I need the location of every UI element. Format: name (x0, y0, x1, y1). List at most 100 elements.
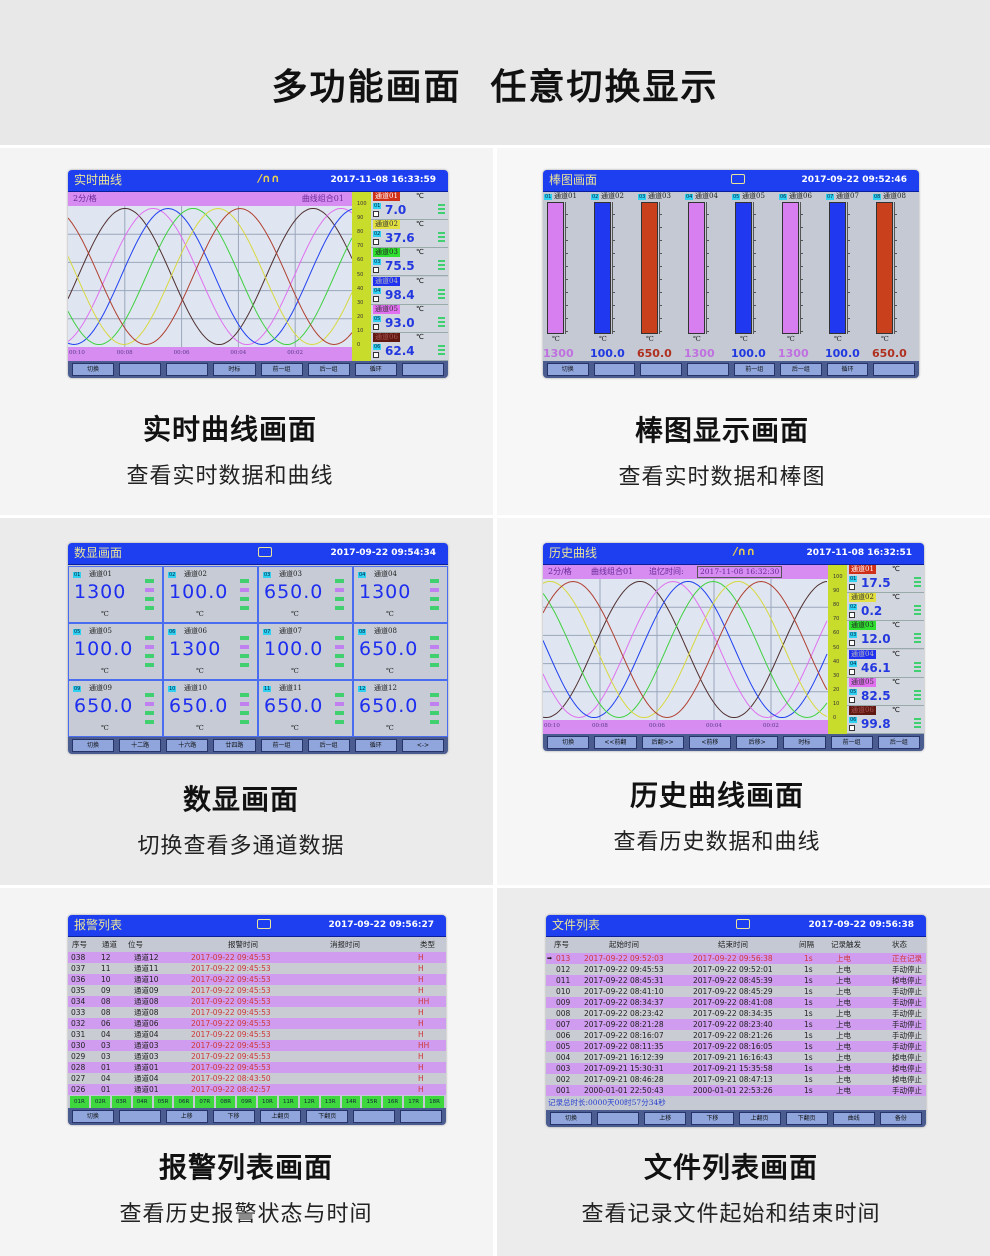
channel-row[interactable]: 通道04 ℃ 04 98.4 (371, 276, 448, 305)
table-row[interactable]: 004 2017-09-21 16:12:39 2017-09-21 16:16:4… (546, 1052, 926, 1063)
softkey-button-4[interactable]: 下移 (691, 1112, 734, 1125)
softkey-button-2[interactable] (119, 363, 162, 376)
channel-cell[interactable]: 01 通道01 1300 ℃ (68, 566, 163, 623)
channel-cell[interactable]: 02 通道02 100.0 ℃ (163, 566, 258, 623)
channel-row[interactable]: 通道05 ℃ 05 82.5 (847, 677, 924, 706)
softkey-button-4[interactable]: 时标 (213, 363, 256, 376)
table-row[interactable]: 011 2017-09-22 08:45:31 2017-09-22 08:45:3… (546, 975, 926, 986)
table-row[interactable]: 032 06 通道06 2017-09-22 09:45:53 H (68, 1018, 446, 1029)
table-row[interactable]: 001 2000-01-01 22:50:43 2000-01-01 22:53:2… (546, 1085, 926, 1096)
softkey-button-1[interactable]: 切换 (72, 363, 115, 376)
channel-row[interactable]: 通道06 ℃ 06 99.8 (847, 706, 924, 734)
softkey-button-3[interactable]: 后翻>> (641, 736, 684, 749)
softkey-button-5[interactable]: 前一组 (260, 739, 303, 752)
softkey-button-4[interactable] (686, 363, 729, 376)
table-row[interactable]: 009 2017-09-22 08:34:37 2017-09-22 08:41:0… (546, 997, 926, 1008)
softkey-button-8[interactable]: 后一组 (877, 736, 920, 749)
softkey-button-1[interactable]: 切换 (550, 1112, 593, 1125)
table-row[interactable]: 037 11 通道11 2017-09-22 09:45:53 H (68, 963, 446, 974)
table-row[interactable]: 007 2017-09-22 08:21:28 2017-09-22 08:23:4… (546, 1019, 926, 1030)
table-row[interactable]: 031 04 通道04 2017-09-22 09:45:53 H (68, 1029, 446, 1040)
table-row[interactable]: 003 2017-09-21 15:30:31 2017-09-21 15:35:5… (546, 1063, 926, 1074)
softkey-button-1[interactable]: 切换 (547, 363, 589, 376)
channel-checkbox[interactable] (373, 352, 379, 358)
channel-checkbox[interactable] (373, 295, 379, 302)
softkey-button-8[interactable] (873, 363, 915, 376)
channel-row[interactable]: 通道03 ℃ 03 12.0 (847, 621, 924, 650)
channel-row[interactable]: 通道02 ℃ 02 37.6 (371, 220, 448, 249)
channel-checkbox[interactable] (373, 323, 379, 330)
table-row[interactable]: 030 03 通道03 2017-09-22 09:45:53 HH (68, 1040, 446, 1051)
channel-checkbox[interactable] (849, 668, 855, 675)
channel-row[interactable]: 通道01 ℃ 01 7.0 (371, 192, 448, 220)
table-row[interactable]: 036 10 通道10 2017-09-22 09:45:53 H (68, 974, 446, 985)
softkey-button-1[interactable]: 切换 (72, 739, 115, 752)
softkey-button-7[interactable]: 循环 (354, 739, 397, 752)
table-row[interactable]: 027 04 通道04 2017-09-22 08:43:50 H (68, 1073, 446, 1084)
table-row[interactable]: 035 09 通道09 2017-09-22 09:45:53 H (68, 985, 446, 996)
channel-cell[interactable]: 05 通道05 100.0 ℃ (68, 623, 163, 680)
softkey-button-7[interactable]: 循环 (826, 363, 869, 376)
softkey-button-5[interactable]: 前一组 (260, 363, 303, 376)
softkey-button-1[interactable]: 切换 (547, 736, 590, 749)
softkey-button-8[interactable]: <-> (401, 739, 444, 752)
table-row[interactable]: 029 03 通道03 2017-09-22 09:45:53 H (68, 1051, 446, 1062)
softkey-button-4[interactable]: 下移 (212, 1110, 255, 1123)
table-row[interactable]: 033 08 通道08 2017-09-22 09:45:53 H (68, 1007, 446, 1018)
channel-checkbox[interactable] (849, 612, 855, 619)
channel-cell[interactable]: 08 通道08 650.0 ℃ (353, 623, 448, 680)
softkey-button-7[interactable]: 前一组 (830, 736, 873, 749)
table-row[interactable]: 008 2017-09-22 08:23:42 2017-09-22 08:34:3… (546, 1008, 926, 1019)
softkey-button-1[interactable]: 切换 (72, 1110, 114, 1123)
softkey-button-7[interactable]: 曲线 (832, 1112, 875, 1125)
channel-cell[interactable]: 04 通道04 1300 ℃ (353, 566, 448, 623)
channel-checkbox[interactable] (849, 696, 855, 703)
channel-checkbox[interactable] (373, 239, 379, 246)
softkey-button-6[interactable]: 下翻页 (306, 1110, 349, 1123)
channel-cell[interactable]: 09 通道09 650.0 ℃ (68, 680, 163, 737)
channel-cell[interactable]: 12 通道12 650.0 ℃ (353, 680, 448, 737)
softkey-button-5[interactable]: 上翻页 (738, 1112, 781, 1125)
softkey-button-6[interactable]: 后一组 (307, 363, 350, 376)
softkey-button-2[interactable] (597, 1112, 640, 1125)
channel-cell[interactable]: 10 通道10 650.0 ℃ (163, 680, 258, 737)
softkey-button-6[interactable]: 后一组 (780, 363, 822, 376)
softkey-button-2[interactable]: 十二路 (119, 739, 162, 752)
softkey-button-3[interactable] (166, 363, 209, 376)
channel-cell[interactable]: 07 通道07 100.0 ℃ (258, 623, 353, 680)
softkey-button-8[interactable] (400, 1110, 442, 1123)
softkey-button-6[interactable]: 下翻页 (785, 1112, 828, 1125)
softkey-button-4[interactable]: 廿四路 (213, 739, 256, 752)
table-row[interactable]: 010 2017-09-22 08:41:10 2017-09-22 08:45:2… (546, 986, 926, 997)
table-row[interactable]: ➡ 013 2017-09-22 09:52:03 2017-09-22 09:56:… (546, 953, 926, 964)
softkey-button-7[interactable]: 循环 (354, 363, 397, 376)
softkey-button-5[interactable]: 上翻页 (259, 1110, 302, 1123)
channel-row[interactable]: 通道03 ℃ 03 75.5 (371, 248, 448, 277)
channel-checkbox[interactable] (849, 725, 855, 731)
channel-row[interactable]: 通道02 ℃ 02 0.2 (847, 593, 924, 622)
table-row[interactable]: 006 2017-09-22 08:16:07 2017-09-22 08:21:2… (546, 1030, 926, 1041)
channel-row[interactable]: 通道01 ℃ 01 17.5 (847, 565, 924, 593)
channel-cell[interactable]: 03 通道03 650.0 ℃ (258, 566, 353, 623)
softkey-button-8[interactable]: 备份 (879, 1112, 922, 1125)
softkey-button-5[interactable]: 前一组 (733, 363, 776, 376)
table-row[interactable]: 005 2017-09-22 08:11:35 2017-09-22 08:16:0… (546, 1041, 926, 1052)
table-row[interactable]: 002 2017-09-21 08:46:28 2017-09-21 08:47:1… (546, 1074, 926, 1085)
softkey-button-8[interactable] (401, 363, 444, 376)
softkey-button-6[interactable]: 时标 (783, 736, 826, 749)
table-row[interactable]: 028 01 通道01 2017-09-22 09:45:53 H (68, 1062, 446, 1073)
channel-checkbox[interactable] (373, 211, 379, 217)
softkey-button-3[interactable]: 上移 (644, 1112, 687, 1125)
table-row[interactable]: 038 12 通道12 2017-09-22 09:45:53 H (68, 952, 446, 963)
softkey-button-4[interactable]: <前移 (688, 736, 731, 749)
channel-row[interactable]: 通道06 ℃ 06 62.4 (371, 333, 448, 361)
table-row[interactable]: 012 2017-09-22 09:45:53 2017-09-22 09:52:0… (546, 964, 926, 975)
channel-cell[interactable]: 06 通道06 1300 ℃ (163, 623, 258, 680)
softkey-button-5[interactable]: 后移> (736, 736, 779, 749)
channel-checkbox[interactable] (849, 640, 855, 647)
channel-row[interactable]: 通道04 ℃ 04 46.1 (847, 649, 924, 678)
softkey-button-2[interactable] (118, 1110, 161, 1123)
recall-time-input[interactable]: 2017-11-08 16:32:30 (697, 566, 783, 578)
channel-cell[interactable]: 11 通道11 650.0 ℃ (258, 680, 353, 737)
softkey-button-2[interactable]: <<前翻 (594, 736, 637, 749)
